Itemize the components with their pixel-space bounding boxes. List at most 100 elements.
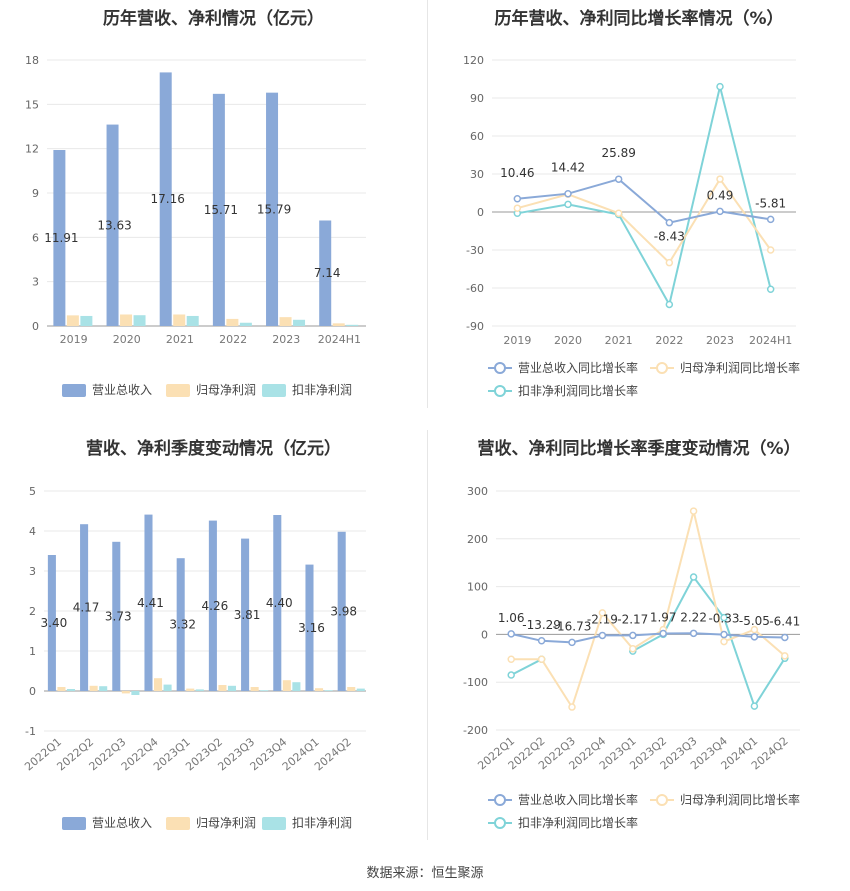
data-point (750, 633, 759, 641)
data-point (564, 200, 572, 209)
y-tick-label: 100 (467, 581, 488, 594)
data-point (720, 630, 728, 639)
x-tick-label: 2023 (706, 334, 734, 347)
data-label: -13.29 (522, 618, 561, 632)
bar (133, 315, 146, 326)
legend-label: 归母净利润同比增长率 (680, 792, 800, 807)
legend-swatch (62, 817, 86, 830)
y-tick-label: 3 (32, 276, 39, 289)
series-line (517, 86, 772, 308)
bar (99, 686, 108, 691)
data-point (720, 613, 728, 622)
legend-label: 营业总收入 (92, 816, 152, 830)
bar (292, 682, 301, 691)
chart-title: 营收、净利季度变动情况（亿元） (86, 439, 341, 459)
bar (66, 315, 79, 326)
data-label: 4.40 (266, 596, 293, 610)
bar (218, 685, 227, 691)
legend-swatch (62, 384, 86, 397)
data-label: -6.41 (769, 614, 800, 628)
legend-label: 归母净利润 (196, 816, 256, 830)
legend-marker (494, 817, 506, 829)
x-tick-label: 2019 (60, 333, 88, 346)
series-line (510, 632, 785, 644)
bar (347, 687, 356, 691)
y-tick-label: 0 (29, 685, 36, 698)
data-label: 25.89 (601, 146, 635, 160)
data-point (665, 218, 674, 227)
bar (144, 514, 153, 691)
bar (260, 690, 269, 691)
bar (324, 690, 333, 691)
legend-swatch (166, 817, 190, 830)
data-label: 10.46 (500, 166, 534, 180)
bar (121, 691, 130, 694)
bar (337, 531, 346, 691)
legend-marker (494, 385, 506, 397)
data-label: -0.33 (708, 612, 739, 626)
y-tick-label: 5 (29, 485, 36, 498)
legend-swatch (166, 384, 190, 397)
data-point (716, 207, 724, 216)
data-label: -5.05 (739, 614, 770, 628)
bar (112, 541, 121, 691)
y-tick-label: 120 (463, 54, 484, 67)
bar (332, 323, 345, 326)
y-tick-label: 2 (29, 605, 36, 618)
x-tick-label: 2024Q2 (312, 735, 354, 773)
data-label: 17.16 (151, 192, 185, 206)
data-point (750, 702, 759, 710)
y-tick-label: 12 (25, 143, 39, 156)
chart-title: 历年营收、净利情况（亿元） (103, 9, 324, 29)
chart-title: 历年营收、净利同比增长率情况（%） (494, 9, 784, 29)
data-point (716, 175, 724, 183)
y-tick-label: -60 (466, 282, 484, 295)
y-tick-label: 300 (467, 485, 488, 498)
data-point (665, 300, 674, 309)
data-label: -5.81 (755, 196, 786, 210)
bar (279, 317, 292, 326)
data-point (614, 175, 623, 183)
data-point (659, 629, 667, 638)
bar (250, 687, 259, 691)
vertical-divider (427, 0, 428, 408)
bar (186, 688, 195, 691)
y-tick-label: -100 (463, 676, 488, 689)
bar (120, 314, 133, 326)
data-label: 15.79 (257, 202, 291, 216)
data-point (689, 507, 698, 515)
bar (315, 688, 324, 691)
series-line (517, 177, 772, 265)
chart-annual-growth-rate: 历年营收、净利同比增长率情况（%） -90 -60 -30 0 30 60 90 120 10.… (428, 0, 850, 420)
chart-svg: -10123453.402022Q14.172022Q23.732022Q34.… (22, 485, 366, 830)
bar (293, 319, 306, 326)
data-label: -8.43 (654, 230, 685, 244)
y-tick-label: 30 (470, 168, 484, 181)
data-label: 7.14 (314, 266, 341, 280)
y-tick-label: -1 (25, 725, 36, 738)
data-label: 1.06 (498, 611, 525, 625)
data-label: 14.42 (551, 161, 585, 175)
data-label: 0.49 (707, 188, 734, 202)
y-tick-label: 1 (29, 645, 36, 658)
y-tick-label: -30 (466, 244, 484, 257)
legend-label: 营业总收入 (92, 383, 152, 397)
data-point (781, 652, 789, 660)
data-point (766, 285, 775, 294)
bar (319, 220, 332, 326)
y-tick-label: 9 (32, 187, 39, 200)
bar (66, 689, 76, 691)
data-point (568, 638, 576, 647)
y-tick-label: -90 (466, 320, 484, 333)
data-label: 11.91 (44, 231, 78, 245)
data-point (720, 637, 728, 646)
data-point (598, 609, 607, 617)
y-tick-label: 90 (470, 92, 484, 105)
bar (305, 564, 314, 691)
bar (53, 149, 66, 326)
data-point (665, 258, 674, 267)
legend-label: 扣非净利润同比增长率 (518, 815, 638, 830)
x-tick-label: 2020 (554, 334, 582, 347)
data-source: 数据来源：恒生聚源 (366, 866, 484, 881)
bar (266, 92, 279, 326)
